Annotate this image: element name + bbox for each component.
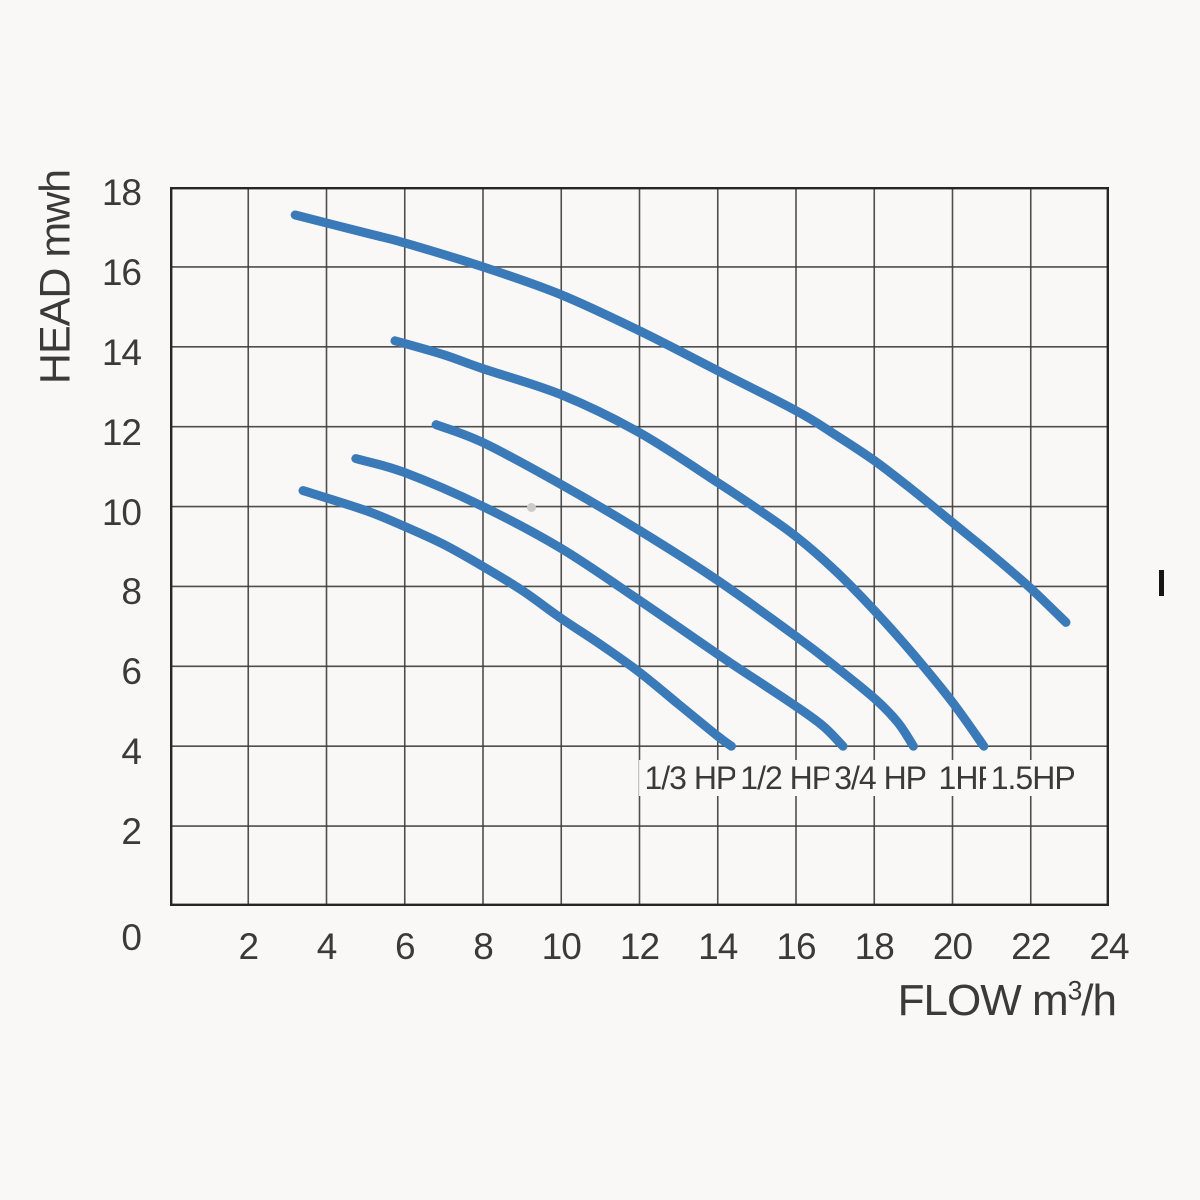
pump-curve-1.5hp (290, 210, 1071, 627)
x-axis-title-unit: /h (1081, 976, 1117, 1025)
x-tick-label-18: 18 (854, 926, 895, 967)
x-axis-title-text: FLOW m (897, 976, 1069, 1025)
x-tick-label-4: 4 (316, 926, 338, 967)
y-axis-title: HEAD mwh (31, 169, 80, 385)
x-axis-title: FLOW m3/h (897, 975, 1117, 1026)
pump-curves-chart (170, 187, 1109, 906)
x-tick-label-20: 20 (932, 926, 973, 967)
y-tick-label-6: 6 (121, 651, 142, 693)
y-tick-label-8: 8 (121, 571, 142, 613)
x-axis-title-superscript: 3 (1067, 975, 1083, 1006)
pump-curve-1-3-hp (298, 486, 736, 751)
y-tick-label-14: 14 (101, 331, 142, 373)
y-tick-label-16: 16 (101, 251, 142, 293)
pump-curve-1hp (390, 336, 989, 751)
x-tick-label-16: 16 (776, 926, 816, 967)
x-tick-label-22: 22 (1011, 926, 1051, 967)
x-tick-label-14: 14 (698, 926, 738, 967)
y-tick-label-2: 2 (121, 811, 142, 853)
y-tick-label-10: 10 (101, 491, 142, 533)
x-tick-label-24: 24 (1089, 926, 1129, 967)
speck-artifact (527, 503, 536, 512)
y-tick-label-18: 18 (101, 172, 142, 213)
plot-area (170, 187, 1109, 906)
y-tick-label-0: 0 (121, 917, 142, 958)
y-tick-label-4: 4 (121, 731, 142, 773)
x-tick-label-6: 6 (394, 926, 416, 967)
pump-curve-3-4-hp (431, 420, 918, 751)
x-tick-label-2: 2 (238, 926, 259, 967)
pump-curve-1-2-hp (351, 454, 848, 751)
plot-frame (170, 187, 1109, 906)
x-tick-label-8: 8 (473, 926, 494, 967)
right-edge-mark (1159, 570, 1164, 596)
x-tick-label-12: 12 (619, 926, 660, 967)
x-tick-label-10: 10 (541, 926, 582, 967)
y-tick-label-12: 12 (101, 411, 142, 453)
